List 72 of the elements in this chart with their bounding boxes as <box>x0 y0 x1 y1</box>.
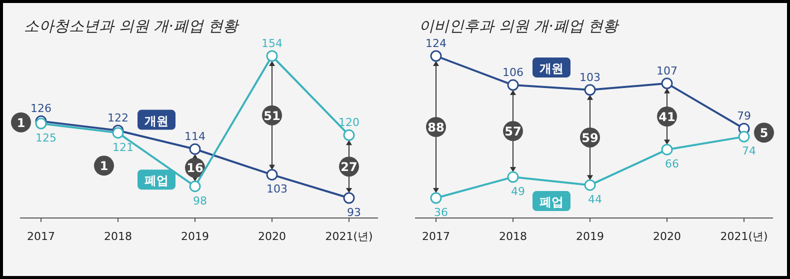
point <box>584 179 596 191</box>
annotation: 16 <box>186 161 204 176</box>
data-label: 98 <box>193 194 207 208</box>
point <box>343 192 355 204</box>
point <box>189 143 201 155</box>
point <box>584 84 596 96</box>
point <box>738 130 750 142</box>
series-label: 개원 <box>540 61 564 76</box>
annotation: 1 <box>100 159 108 174</box>
annotation: 51 <box>264 108 280 123</box>
x-tick-label: 2017 <box>27 230 55 243</box>
annotation: 27 <box>340 160 358 174</box>
data-label: 120 <box>338 116 360 130</box>
annotation: 57 <box>504 124 522 139</box>
series-label: 폐업 <box>144 174 168 188</box>
point <box>507 79 519 91</box>
point <box>343 129 355 141</box>
x-tick-label: 2018 <box>104 230 132 243</box>
x-tick-label: 2021(년) <box>720 230 768 243</box>
point <box>266 168 278 180</box>
data-label: 114 <box>184 130 206 144</box>
data-label: 124 <box>426 37 446 50</box>
difference-badge: 51 <box>262 61 282 170</box>
difference-badge: 41 <box>657 88 677 145</box>
data-label: 107 <box>656 64 678 78</box>
data-label: 121 <box>112 140 134 154</box>
data-label: 103 <box>266 182 288 196</box>
point <box>266 50 278 62</box>
annotation: 59 <box>582 130 598 145</box>
x-tick-label: 2018 <box>499 230 527 243</box>
difference-badge: 27 <box>339 140 359 193</box>
difference-badge: 5 <box>754 122 774 143</box>
annotation: 88 <box>428 120 444 134</box>
data-label: 126 <box>30 102 52 116</box>
data-label: 125 <box>36 132 56 145</box>
data-label: 74 <box>742 144 756 158</box>
data-label: 44 <box>588 193 602 206</box>
data-label: 36 <box>434 206 448 219</box>
data-label: 122 <box>108 111 128 124</box>
data-label: 106 <box>502 66 524 80</box>
chart-title: 소아청소년과 의원 개·폐업 현황 <box>24 17 240 35</box>
point <box>507 171 519 183</box>
x-tick-label: 2019 <box>181 230 209 243</box>
point <box>35 118 47 130</box>
data-label: 66 <box>665 158 679 171</box>
x-tick-label: 2020 <box>258 230 286 243</box>
annotation: 41 <box>658 110 676 124</box>
data-label: 154 <box>262 37 282 50</box>
series-label: 폐업 <box>540 195 564 210</box>
annotation: 5 <box>760 126 768 140</box>
point <box>189 180 201 192</box>
difference-badge: 88 <box>426 61 446 193</box>
difference-badge: 1 <box>11 112 31 132</box>
x-tick-label: 2020 <box>653 230 681 243</box>
x-tick-label: 2021(년) <box>325 230 373 243</box>
annotation: 1 <box>16 116 26 130</box>
point <box>112 127 124 139</box>
difference-badge: 57 <box>503 90 523 172</box>
difference-badge: 1 <box>94 156 114 176</box>
series-label: 개원 <box>144 114 168 128</box>
data-label: 103 <box>580 70 600 84</box>
chart-title: 이비인후과 의원 개·폐업 현황 <box>419 17 620 35</box>
data-label: 49 <box>511 185 525 198</box>
point <box>430 50 442 62</box>
data-label: 93 <box>347 206 361 219</box>
x-tick-label: 2019 <box>576 230 604 243</box>
x-tick-label: 2017 <box>422 230 450 243</box>
point <box>430 192 442 204</box>
point <box>661 144 673 156</box>
data-label: 79 <box>737 110 751 123</box>
point <box>661 78 673 90</box>
difference-badge: 59 <box>580 94 600 180</box>
